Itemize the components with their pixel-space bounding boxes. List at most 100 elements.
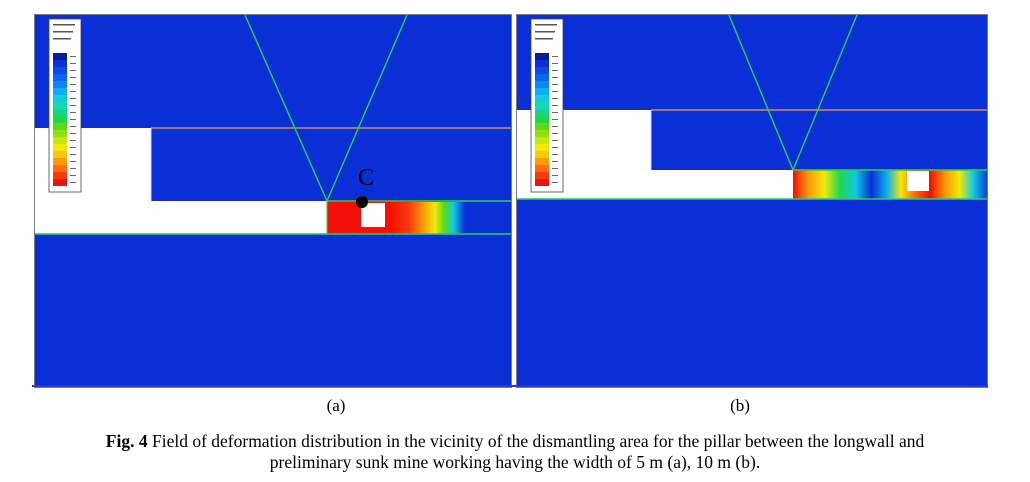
legend-swatch [535, 74, 549, 81]
legend-tick-mark [70, 56, 76, 57]
legend-swatch [53, 67, 67, 74]
legend-swatch [535, 102, 549, 109]
legend-swatch [53, 102, 67, 109]
legend-swatch [53, 109, 67, 116]
legend-swatch [535, 144, 549, 151]
legend-tick-mark [70, 63, 76, 64]
legend-tick-mark [70, 133, 76, 134]
legend-tick-mark [552, 133, 558, 134]
v-line-left [728, 15, 794, 171]
legend-tick-mark [552, 140, 558, 141]
caption-line-2: preliminary sunk mine working having the… [269, 452, 761, 472]
colormap-legend [530, 18, 564, 193]
legend-swatch [53, 158, 67, 165]
legend-swatch [53, 116, 67, 123]
legend-tick-mark [552, 56, 558, 57]
panel-a-label: (a) [326, 396, 346, 415]
legend-swatch [53, 123, 67, 130]
legend-tick-mark [552, 98, 558, 99]
legend-swatch [535, 172, 549, 179]
legend-swatch [53, 88, 67, 95]
legend-swatch [535, 179, 549, 186]
caption-text-1: Field of deformation distribution in the… [147, 431, 925, 451]
legend-tick-mark [552, 182, 558, 183]
legend-tick-mark [552, 112, 558, 113]
legend-tick-mark [552, 147, 558, 148]
legend-header-line [535, 38, 553, 40]
legend-swatch [53, 130, 67, 137]
legend-swatch [53, 172, 67, 179]
legend-tick-mark [552, 154, 558, 155]
legend-tick-mark [552, 70, 558, 71]
panel-a-plot: C [34, 14, 512, 388]
point-c-label: C [358, 165, 374, 191]
legend-tick-mark [552, 168, 558, 169]
legend-tick-mark [70, 70, 76, 71]
legend-swatch [535, 130, 549, 137]
pillar-cavity [907, 171, 929, 191]
legend-swatch [535, 81, 549, 88]
legend-swatch [535, 95, 549, 102]
legend-tick-mark [70, 91, 76, 92]
deformation-gradient-zone [390, 202, 465, 234]
legend-tick-mark [70, 84, 76, 85]
caption-prefix: Fig. 4 [105, 431, 148, 451]
legend-swatch [53, 74, 67, 81]
legend-tick-mark [70, 105, 76, 106]
panel-b-plot [516, 14, 988, 388]
caption-line-1: Fig. 4 Field of deformation distribution… [0, 431, 1030, 452]
colormap-legend [48, 18, 82, 193]
legend-swatch [535, 60, 549, 67]
legend-tick-mark [70, 98, 76, 99]
legend-tick-mark [552, 105, 558, 106]
legend-tick-mark [552, 77, 558, 78]
legend-swatch [53, 95, 67, 102]
legend-swatch [535, 67, 549, 74]
legend-tick-mark [70, 119, 76, 120]
legend-tick-mark [70, 161, 76, 162]
opening-horizontal [35, 201, 327, 234]
legend-tick-mark [70, 182, 76, 183]
legend-tick-mark [70, 175, 76, 176]
legend-tick-mark [552, 126, 558, 127]
v-line-right [792, 15, 858, 171]
legend-swatch [53, 137, 67, 144]
legend-swatch [53, 179, 67, 186]
legend-tick-mark [70, 140, 76, 141]
legend-swatch [535, 53, 549, 60]
legend-tick-mark [552, 161, 558, 162]
panel-a-field: C [35, 15, 511, 235]
v-line-left [244, 15, 328, 202]
legend-tick-mark [552, 175, 558, 176]
legend-swatch [53, 53, 67, 60]
legend-header-line [535, 24, 557, 26]
legend-header-line [535, 31, 555, 33]
legend-header-line [53, 38, 71, 40]
legend-tick-mark [552, 119, 558, 120]
legend-tick-mark [70, 168, 76, 169]
legend-swatch [535, 165, 549, 172]
legend-header-line [53, 31, 73, 33]
legend-tick-mark [552, 63, 558, 64]
legend-tick-mark [70, 147, 76, 148]
bottom-axis-line [32, 385, 988, 387]
legend-tick-mark [70, 126, 76, 127]
legend-swatch [53, 81, 67, 88]
panel-b-label: (b) [730, 396, 750, 415]
legend-tick-mark [552, 91, 558, 92]
legend-tick-mark [70, 112, 76, 113]
legend-swatch [53, 144, 67, 151]
legend-swatch [53, 165, 67, 172]
legend-swatch [53, 60, 67, 67]
figure-caption: Fig. 4 Field of deformation distribution… [0, 431, 1030, 473]
legend-tick-mark [70, 77, 76, 78]
v-line-right [326, 15, 408, 202]
legend-tick-mark [552, 84, 558, 85]
legend-swatch [535, 137, 549, 144]
legend-swatch [535, 88, 549, 95]
legend-swatch [53, 151, 67, 158]
legend-swatch [535, 123, 549, 130]
panel-b-field [517, 15, 987, 200]
legend-swatch [535, 109, 549, 116]
legend-header-line [53, 24, 75, 26]
